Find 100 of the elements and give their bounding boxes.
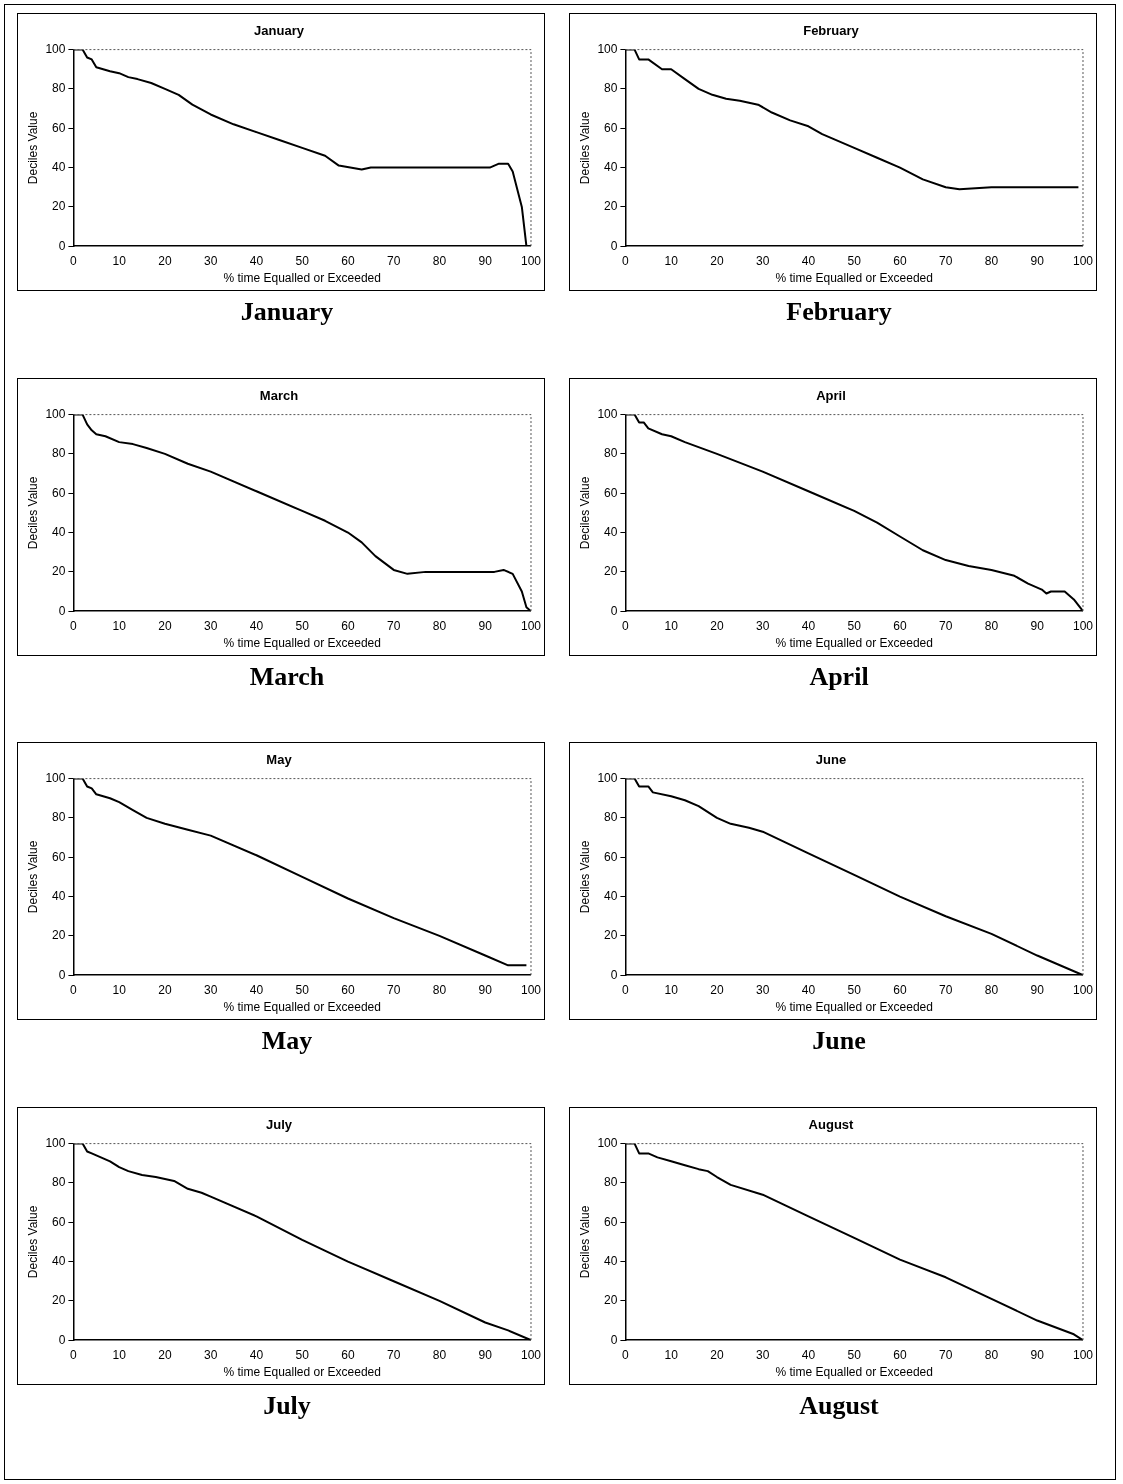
y-axis-title: Deciles Value [577, 840, 592, 914]
x-tick-label: 90 [478, 1347, 493, 1362]
x-axis-title: % time Equalled or Exceeded [223, 635, 381, 650]
x-tick-label: 70 [387, 618, 401, 633]
x-tick-label: 90 [478, 982, 493, 997]
y-tick-label: 60 [52, 849, 66, 864]
x-tick-label: 60 [341, 618, 355, 633]
x-tick-label: 80 [984, 1347, 999, 1362]
y-axis-title: Deciles Value [25, 1204, 40, 1278]
y-tick-label: 20 [604, 199, 618, 214]
y-tick-label: 80 [52, 1174, 66, 1189]
x-tick-label: 60 [341, 1347, 355, 1362]
x-tick-label: 30 [756, 982, 770, 997]
text: April [808, 661, 870, 692]
x-tick-label: 90 [1030, 618, 1045, 633]
x-tick-label: 40 [249, 1347, 264, 1362]
x-tick-label: 10 [112, 982, 127, 997]
x-tick-label: 80 [984, 253, 999, 268]
chart-title: February [803, 23, 860, 39]
y-tick-label: 0 [58, 603, 66, 618]
x-tick-label: 100 [1072, 253, 1094, 268]
x-tick-label: 100 [520, 253, 542, 268]
x-tick-label: 70 [387, 982, 401, 997]
x-tick-label: 40 [249, 618, 264, 633]
y-tick-label: 100 [45, 1135, 66, 1150]
x-tick-label: 80 [432, 618, 447, 633]
y-tick-label: 60 [52, 1214, 66, 1229]
x-tick-label: 70 [939, 618, 953, 633]
y-tick-label: 80 [604, 445, 618, 460]
x-tick-label: 90 [1030, 1347, 1045, 1362]
chart-title: August [808, 1116, 855, 1132]
y-tick-label: 100 [597, 770, 618, 785]
x-axis-title: % time Equalled or Exceeded [223, 1000, 381, 1015]
y-tick-label: 60 [604, 120, 618, 135]
x-tick-label: 40 [249, 253, 264, 268]
y-tick-label: 0 [58, 238, 66, 253]
x-tick-label: 90 [1030, 982, 1045, 997]
y-tick-label: 80 [52, 81, 66, 96]
x-axis-title: % time Equalled or Exceeded [775, 271, 933, 286]
x-axis-title: % time Equalled or Exceeded [223, 1364, 381, 1379]
x-tick-label: 70 [939, 982, 953, 997]
x-axis-title: % time Equalled or Exceeded [775, 1364, 933, 1379]
x-tick-label: 10 [112, 253, 127, 268]
y-tick-label: 20 [604, 1292, 618, 1307]
y-tick-label: 0 [58, 967, 66, 982]
y-tick-label: 20 [604, 563, 618, 578]
x-tick-label: 60 [341, 982, 355, 997]
y-tick-label: 60 [52, 120, 66, 135]
text: July [262, 1390, 312, 1421]
x-tick-label: 20 [158, 618, 172, 633]
x-tick-label: 100 [520, 1347, 542, 1362]
x-tick-label: 10 [112, 1347, 127, 1362]
x-tick-label: 50 [295, 1347, 310, 1362]
y-tick-label: 20 [52, 199, 66, 214]
y-tick-label: 20 [52, 563, 66, 578]
y-tick-label: 60 [604, 485, 618, 500]
chart-title: May [266, 752, 293, 768]
x-tick-label: 10 [664, 1347, 679, 1362]
x-tick-label: 0 [622, 1347, 630, 1362]
x-tick-label: 100 [1072, 982, 1094, 997]
y-tick-label: 20 [52, 928, 66, 943]
x-tick-label: 0 [622, 618, 630, 633]
y-tick-label: 20 [52, 1292, 66, 1307]
y-tick-label: 40 [52, 159, 66, 174]
x-tick-label: 40 [801, 982, 816, 997]
y-tick-label: 80 [604, 810, 618, 825]
y-tick-label: 60 [52, 485, 66, 500]
x-tick-label: 10 [664, 618, 679, 633]
y-tick-label: 40 [52, 888, 66, 903]
x-tick-label: 60 [893, 1347, 907, 1362]
x-tick-label: 0 [70, 618, 78, 633]
y-tick-label: 100 [597, 406, 618, 421]
x-tick-label: 0 [70, 253, 78, 268]
y-tick-label: 60 [604, 1214, 618, 1229]
x-tick-label: 0 [622, 982, 630, 997]
x-tick-label: 30 [204, 618, 218, 633]
chart-title: April [816, 387, 846, 403]
x-tick-label: 50 [295, 253, 310, 268]
x-tick-label: 100 [1072, 1347, 1094, 1362]
x-tick-label: 30 [204, 1347, 218, 1362]
text: May [260, 1026, 314, 1056]
chart-title: July [265, 1116, 293, 1132]
x-tick-label: 0 [70, 1347, 78, 1362]
x-tick-label: 50 [847, 618, 862, 633]
x-tick-label: 90 [478, 253, 493, 268]
y-tick-label: 80 [604, 1174, 618, 1189]
x-tick-label: 60 [893, 618, 907, 633]
x-tick-label: 40 [801, 1347, 816, 1362]
x-tick-label: 80 [432, 982, 447, 997]
x-tick-label: 20 [158, 1347, 172, 1362]
y-tick-label: 100 [597, 1135, 618, 1150]
x-tick-label: 60 [341, 253, 355, 268]
x-tick-label: 80 [984, 618, 999, 633]
text: February [785, 297, 893, 327]
x-tick-label: 70 [939, 1347, 953, 1362]
x-tick-label: 20 [158, 253, 172, 268]
text: March [248, 661, 326, 692]
y-tick-label: 40 [52, 1253, 66, 1268]
y-tick-label: 100 [45, 406, 66, 421]
x-tick-label: 40 [801, 618, 816, 633]
